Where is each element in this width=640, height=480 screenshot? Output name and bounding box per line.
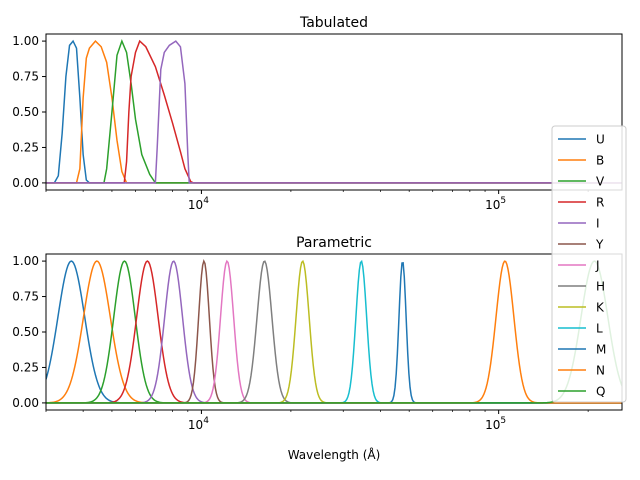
series-line-U: [46, 39, 622, 184]
y-tick-label: 0.00: [12, 176, 39, 190]
axes-title: Tabulated: [299, 15, 368, 31]
legend-label-I: I: [596, 217, 600, 231]
series-line-B: [46, 39, 622, 184]
legend-label-U: U: [596, 133, 605, 147]
y-tick-label: 1.00: [12, 254, 39, 268]
legend-label-N: N: [596, 364, 605, 378]
series-line-Q: [46, 260, 622, 404]
legend-label-M: M: [596, 343, 606, 357]
legend-label-R: R: [596, 196, 604, 210]
legend-box: [551, 125, 627, 403]
x-tick-exponent: 5: [500, 196, 506, 206]
axes-title: Parametric: [296, 235, 372, 251]
legend-label-B: B: [596, 154, 604, 168]
x-tick-exponent: 4: [203, 416, 209, 426]
legend-label-L: L: [596, 322, 603, 336]
y-tick-label: 0.75: [12, 290, 39, 304]
y-tick-label: 0.25: [12, 140, 39, 154]
legend-label-V: V: [596, 175, 605, 189]
x-tick-exponent: 5: [500, 416, 506, 426]
series-line-V: [46, 38, 622, 184]
series-line-R: [46, 39, 622, 184]
series-line-I: [46, 40, 622, 184]
x-tick-exponent: 4: [203, 196, 209, 206]
axes-parametric: Parametric 0.000.250.500.751.00 104 105 W…: [12, 235, 623, 462]
series-layer: [46, 259, 622, 404]
legend-label-J: J: [595, 259, 600, 273]
y-tick-label: 0.00: [12, 396, 39, 410]
axes-frame: [45, 33, 623, 191]
y-tick-label: 1.00: [12, 34, 39, 48]
legend-label-Q: Q: [596, 385, 605, 399]
legend-label-K: K: [596, 301, 605, 315]
y-tick-label: 0.25: [12, 360, 39, 374]
y-tick-label: 0.50: [12, 105, 39, 119]
y-tick-label: 0.75: [12, 70, 39, 84]
series-layer: [46, 38, 622, 184]
axes-tabulated: Tabulated 0.000.250.500.751.00 104 105: [12, 15, 623, 212]
y-axis-ticks: 0.00 0.25 0.50 0.75 1.00: [12, 254, 46, 410]
y-tick-label: 0.50: [12, 325, 39, 339]
y-axis-ticks: 0.00 0.25 0.50 0.75 1.00: [12, 34, 46, 190]
x-axis-label: Wavelength (Å): [288, 447, 381, 462]
legend-label-H: H: [596, 280, 605, 294]
legend-label-Y: Y: [595, 238, 604, 252]
